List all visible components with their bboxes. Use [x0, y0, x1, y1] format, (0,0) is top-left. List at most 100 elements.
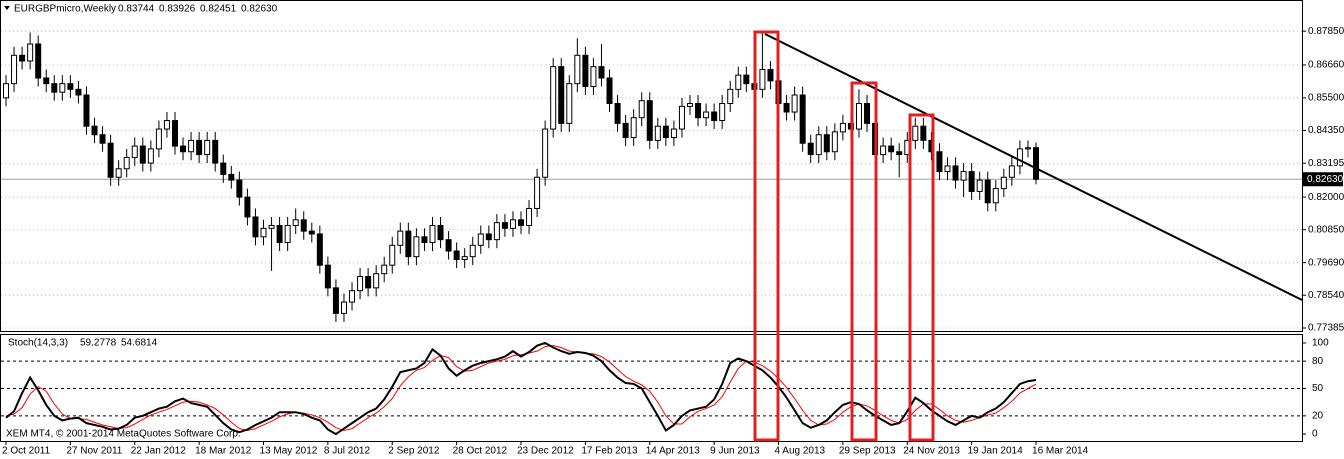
y-tick-label: 0.77385: [1308, 323, 1344, 334]
stoch-panel: [0, 334, 1303, 442]
x-tick-label: 17 Feb 2013: [581, 446, 638, 457]
x-tick-label: 14 Apr 2013: [646, 446, 700, 457]
candle-body: [99, 134, 106, 144]
x-tick-label: 16 Mar 2014: [1032, 446, 1089, 457]
candle-body: [11, 54, 18, 85]
candle-body: [1000, 176, 1007, 190]
candle-body: [163, 120, 170, 130]
candle-body: [397, 230, 404, 246]
candle-body: [268, 224, 275, 229]
candle-body: [228, 173, 235, 181]
candle-body: [703, 111, 710, 119]
candle-body: [614, 103, 621, 124]
candle-body: [662, 125, 669, 139]
candle-body: [719, 103, 726, 122]
candle-body: [413, 236, 420, 258]
candle-body: [807, 142, 814, 156]
highlight-box: [850, 81, 878, 442]
candle-body: [196, 139, 203, 156]
candle-body: [888, 145, 895, 153]
y-tick-label: 0.86660: [1308, 60, 1344, 71]
candle-body: [606, 77, 613, 105]
x-tick-label: 2 Oct 2011: [2, 446, 51, 457]
candle-body: [83, 94, 90, 127]
price-label: 0.82630: [1307, 174, 1344, 185]
candle-body: [244, 196, 251, 218]
candle-body: [920, 125, 927, 141]
candle-body: [992, 188, 999, 204]
y-tick-label: 0.87850: [1308, 26, 1344, 37]
candle-body: [582, 54, 589, 88]
candle-body: [171, 120, 178, 147]
chart-title: EURGBPmicro,Weekly: [14, 4, 116, 15]
candle-body: [1016, 148, 1023, 167]
indicator-main: 59.2778: [80, 338, 117, 349]
candle-body: [19, 54, 26, 62]
x-tick-label: 2 Sep 2012: [388, 446, 440, 457]
candle-body: [43, 77, 50, 85]
candle-body: [332, 287, 339, 314]
candle-body: [984, 179, 991, 204]
candle-body: [308, 230, 315, 235]
candle-body: [960, 171, 967, 181]
x-tick-label: 18 Mar 2012: [195, 446, 252, 457]
candle-body: [1008, 165, 1015, 178]
highlight-box: [908, 113, 935, 442]
candle-body: [59, 83, 66, 93]
x-tick-label: 22 Jan 2012: [131, 446, 186, 457]
candle-body: [35, 43, 42, 79]
candle-body: [638, 100, 645, 119]
candle-body: [855, 103, 862, 130]
candle-body: [381, 264, 388, 275]
candle-body: [469, 244, 476, 258]
price-label-box: [1303, 172, 1343, 187]
candle-body: [485, 233, 492, 241]
candle-body: [695, 103, 702, 119]
candle-body: [944, 165, 951, 173]
candle-body: [534, 176, 541, 209]
quote-low: 0.82451: [200, 4, 237, 15]
candle-body: [550, 66, 557, 130]
candle-body: [598, 66, 605, 79]
candle-body: [912, 125, 919, 141]
candle-body: [284, 224, 291, 243]
quote-high: 0.83926: [159, 4, 196, 15]
quote-open: 0.83744: [118, 4, 155, 15]
candle-body: [831, 131, 838, 153]
candle-body: [292, 219, 299, 226]
candle-body: [654, 125, 661, 141]
candle-body: [1033, 147, 1040, 180]
candle-body: [968, 171, 975, 192]
candle-body: [670, 128, 677, 139]
candle-body: [1024, 147, 1031, 150]
x-tick-label: 9 Jun 2013: [710, 446, 760, 457]
candle-body: [445, 239, 452, 252]
candle-body: [542, 128, 549, 178]
indicator-signal: 54.6814: [121, 338, 158, 349]
candle-body: [526, 207, 533, 226]
y-tick-label: 50: [1312, 383, 1324, 394]
candle-body: [421, 236, 428, 243]
stoch-line: [5, 345, 1037, 431]
x-tick-label: 13 May 2012: [260, 446, 318, 457]
candle-body: [622, 122, 629, 139]
candle-body: [204, 139, 211, 156]
candle-body: [340, 301, 347, 314]
copyright: XEM MT4, © 2001-2014 MetaQuotes Software…: [6, 429, 241, 440]
candle-body: [252, 216, 259, 238]
candle-body: [123, 156, 130, 170]
candle-body: [509, 219, 516, 229]
x-tick-label: 24 Nov 2013: [903, 446, 960, 457]
quote-close: 0.82630: [241, 4, 278, 15]
candle-body: [91, 125, 98, 136]
x-tick-label: 28 Oct 2012: [453, 446, 508, 457]
candle-body: [783, 103, 790, 113]
candle-body: [864, 103, 871, 124]
candle-body: [566, 83, 573, 124]
candle-body: [453, 250, 460, 261]
y-tick-label: 0.78540: [1308, 290, 1344, 301]
y-tick-label: 0.82000: [1308, 192, 1344, 203]
candle-body: [429, 224, 436, 243]
x-tick-label: 4 Aug 2013: [775, 446, 826, 457]
